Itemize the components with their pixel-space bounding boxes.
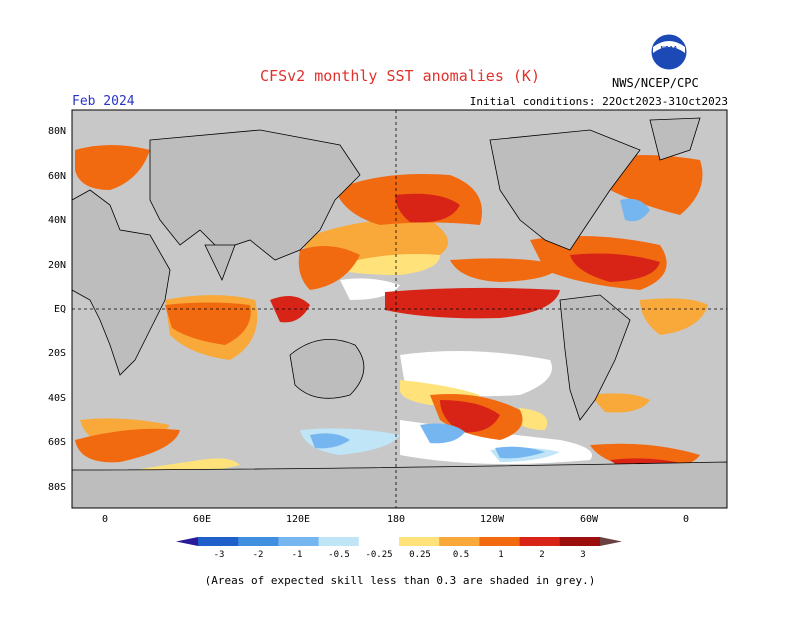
colorbar-segment [238,537,279,546]
lat-label-20n: 20N [48,260,66,271]
lat-label-40n: 40N [48,215,66,226]
lat-label-eq: EQ [54,304,66,315]
cb-tick-neg3: -3 [214,550,225,560]
lon-label-60w: 60W [580,514,599,525]
cb-tick-neg025: -0.25 [365,550,392,560]
cb-tick-05: 0.5 [453,550,469,560]
initial-conditions: Initial conditions: 22Oct2023-31Oct2023 [469,95,728,108]
colorbar-segment [198,537,239,546]
colorbar-segment [559,537,601,546]
lat-label-80s: 80S [48,482,66,493]
map-plot-area [72,110,727,508]
colorbar-segment [519,537,561,546]
lon-label-120e: 120E [286,514,310,525]
cb-tick-025: 0.25 [409,550,431,560]
cb-tick-neg1: -1 [292,550,303,560]
lat-label-40s: 40S [48,393,66,404]
lat-label-80n: 80N [48,126,66,137]
colorbar-segment [318,537,360,546]
colorbar-segment [399,537,440,546]
lon-label-120w: 120W [480,514,505,525]
colorbar-min-arrow [176,537,198,546]
lat-label-20s: 20S [48,348,66,359]
lon-label-0: 0 [102,514,108,525]
colorbar-segment [278,537,320,546]
skill-note: (Areas of expected skill less than 0.3 a… [204,574,596,587]
lat-label-60s: 60S [48,437,66,448]
longitude-labels: 0 60E 120E 180 120W 60W 0 [102,514,689,525]
warm-anomalies-strong [270,193,690,475]
colorbar-segment [358,537,400,546]
cb-tick-1: 1 [498,550,503,560]
forecast-month: Feb 2024 [72,94,135,109]
lat-label-60n: 60N [48,171,66,182]
colorbar-segment [439,537,480,546]
cb-tick-3: 3 [580,550,585,560]
colorbar-max-arrow [600,537,622,546]
lon-label-60e: 60E [193,514,211,525]
lon-label-0-right: 0 [683,514,689,525]
cb-tick-2: 2 [539,550,544,560]
organization-label: NWS/NCEP/CPC [612,76,699,90]
cool-anomalies-blue [310,198,650,459]
cb-tick-neg2: -2 [253,550,264,560]
noaa-logo: NOAA [650,33,688,71]
colorbar-segment [479,537,521,546]
colorbar [176,537,622,546]
cb-tick-neg05: -0.5 [328,550,350,560]
map-title: CFSv2 monthly SST anomalies (K) [260,67,540,85]
map-frame [71,109,728,509]
land-masses [72,117,727,508]
colorbar-tick-labels: -3 -2 -1 -0.5 -0.25 0.25 0.5 1 2 3 [214,550,586,560]
svg-text:NOAA: NOAA [661,45,679,53]
latitude-labels: 80N 60N 40N 20N EQ 20S 40S 60S 80S [48,126,66,493]
lon-label-180: 180 [387,514,405,525]
